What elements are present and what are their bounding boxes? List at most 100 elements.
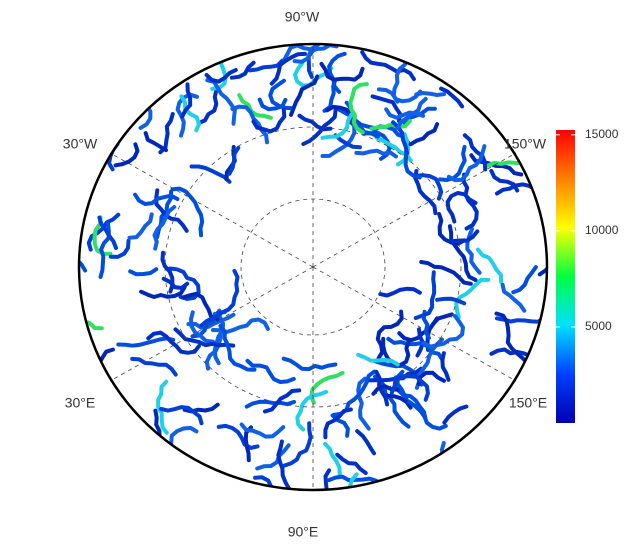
river bbox=[156, 379, 169, 435]
map-border bbox=[77, 42, 549, 492]
river bbox=[282, 421, 313, 468]
meridian-label: 90°E bbox=[288, 524, 319, 540]
river bbox=[189, 164, 232, 184]
meridian-label: 150°W bbox=[504, 136, 547, 152]
river bbox=[227, 145, 241, 176]
river bbox=[168, 266, 201, 301]
river bbox=[263, 388, 302, 414]
river bbox=[323, 468, 336, 490]
river bbox=[413, 173, 444, 201]
river bbox=[384, 393, 413, 410]
river bbox=[438, 145, 467, 182]
river bbox=[146, 330, 201, 355]
meridian-label: 150°E bbox=[509, 395, 547, 411]
river bbox=[269, 51, 307, 86]
river bbox=[133, 192, 180, 206]
river bbox=[391, 55, 410, 104]
river bbox=[360, 50, 416, 82]
river bbox=[454, 277, 491, 320]
river bbox=[130, 356, 178, 377]
river bbox=[153, 408, 162, 467]
river bbox=[218, 324, 257, 372]
river bbox=[320, 112, 354, 140]
river bbox=[127, 212, 154, 240]
river bbox=[335, 452, 368, 475]
river bbox=[413, 169, 438, 216]
river bbox=[375, 309, 404, 361]
river bbox=[494, 311, 530, 365]
river-layer bbox=[79, 44, 547, 490]
river bbox=[451, 229, 480, 244]
river bbox=[180, 82, 193, 119]
river bbox=[208, 268, 240, 322]
river bbox=[161, 276, 190, 290]
river bbox=[205, 78, 237, 126]
river bbox=[230, 104, 269, 145]
river bbox=[113, 142, 140, 168]
river bbox=[354, 148, 398, 159]
river bbox=[189, 310, 220, 349]
river bbox=[445, 191, 478, 224]
river bbox=[378, 286, 422, 298]
river bbox=[437, 212, 467, 246]
graticule bbox=[109, 44, 517, 490]
river bbox=[327, 51, 347, 94]
river bbox=[465, 227, 482, 275]
river bbox=[356, 352, 400, 367]
river bbox=[180, 291, 220, 322]
river bbox=[333, 133, 362, 150]
river bbox=[373, 374, 411, 429]
river bbox=[229, 60, 256, 80]
river bbox=[204, 311, 225, 371]
river bbox=[186, 312, 236, 330]
meridian-label: 30°W bbox=[63, 136, 98, 152]
river bbox=[255, 443, 291, 471]
river bbox=[295, 389, 329, 432]
river bbox=[139, 285, 187, 299]
colorbar-ticks: 5000 10000 15000 bbox=[556, 127, 619, 333]
river bbox=[268, 78, 295, 111]
river bbox=[216, 423, 260, 450]
colorbar-tick-label: 15000 bbox=[585, 127, 619, 141]
river bbox=[196, 88, 219, 126]
river bbox=[440, 351, 451, 382]
meridian-label: 30°E bbox=[65, 395, 96, 411]
river bbox=[356, 376, 371, 431]
river bbox=[476, 247, 504, 284]
river bbox=[158, 112, 175, 155]
river bbox=[281, 356, 338, 372]
river bbox=[245, 358, 296, 384]
river bbox=[511, 265, 538, 295]
river bbox=[537, 229, 547, 277]
colorbar-tick-label: 10000 bbox=[585, 223, 619, 237]
river bbox=[430, 441, 446, 483]
river bbox=[289, 74, 320, 117]
meridian-label: 90°W bbox=[285, 9, 320, 25]
river bbox=[439, 86, 465, 109]
river bbox=[79, 254, 88, 273]
river bbox=[179, 94, 202, 133]
river bbox=[326, 474, 384, 488]
river bbox=[116, 336, 176, 348]
river bbox=[376, 87, 423, 104]
river bbox=[120, 99, 153, 130]
river bbox=[419, 260, 473, 286]
river bbox=[489, 168, 520, 193]
river bbox=[276, 439, 302, 490]
river bbox=[108, 238, 131, 259]
river bbox=[86, 212, 121, 252]
river bbox=[170, 186, 205, 238]
river bbox=[97, 215, 118, 250]
river bbox=[239, 422, 286, 439]
river bbox=[435, 296, 467, 306]
river bbox=[355, 429, 376, 456]
river bbox=[386, 336, 445, 362]
river bbox=[319, 61, 365, 82]
river bbox=[173, 327, 236, 348]
river bbox=[331, 369, 377, 417]
river bbox=[442, 404, 469, 425]
river bbox=[462, 133, 488, 172]
river bbox=[348, 82, 369, 135]
river bbox=[164, 425, 199, 470]
